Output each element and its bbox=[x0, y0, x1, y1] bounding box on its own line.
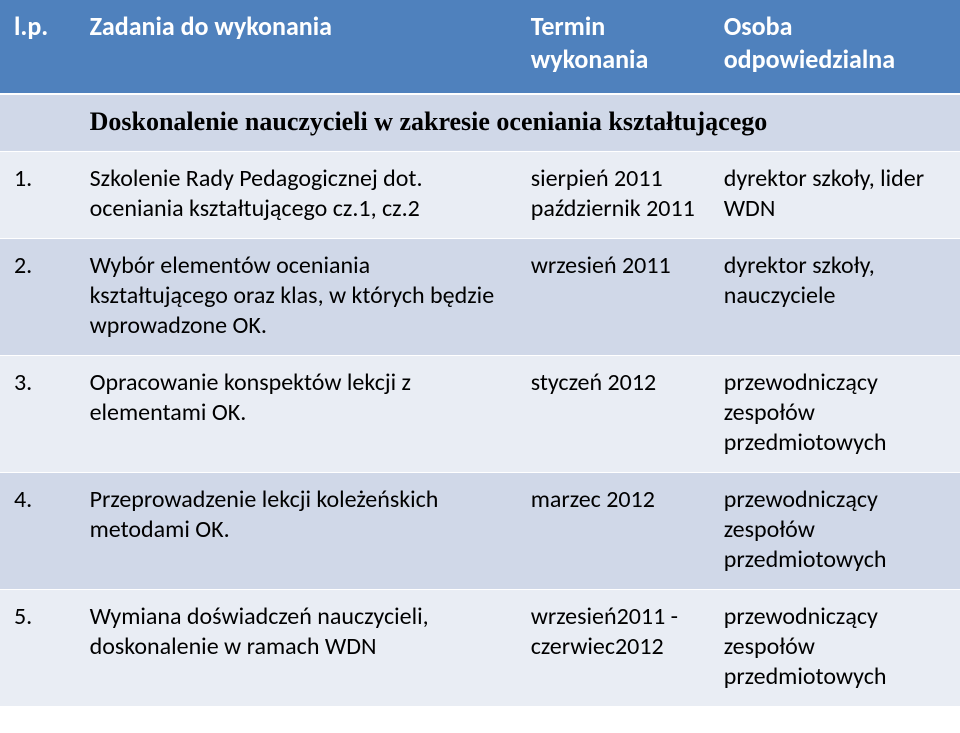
row-task: Opracowanie konspektów lekcji z elementa… bbox=[76, 356, 517, 473]
section-empty bbox=[0, 94, 76, 152]
table-row: 4. Przeprowadzenie lekcji koleżeńskich m… bbox=[0, 473, 960, 590]
header-who: Osoba odpowiedzialna bbox=[710, 0, 960, 94]
row-term: sierpień 2011 październik 2011 bbox=[517, 152, 710, 239]
row-num: 5. bbox=[0, 590, 76, 707]
section-title: Doskonalenie nauczycieli w zakresie ocen… bbox=[76, 94, 960, 152]
header-task: Zadania do wykonania bbox=[76, 0, 517, 94]
row-task: Przeprowadzenie lekcji koleżeńskich meto… bbox=[76, 473, 517, 590]
row-term: wrzesień2011 - czerwiec2012 bbox=[517, 590, 710, 707]
table-row: 5. Wymiana doświadczeń nauczycieli, dosk… bbox=[0, 590, 960, 707]
table-row: 3. Opracowanie konspektów lekcji z eleme… bbox=[0, 356, 960, 473]
header-lp: l.p. bbox=[0, 0, 76, 94]
row-term: wrzesień 2011 bbox=[517, 239, 710, 356]
row-task: Wymiana doświadczeń nauczycieli, doskona… bbox=[76, 590, 517, 707]
row-who: dyrektor szkoły, lider WDN bbox=[710, 152, 960, 239]
row-num: 2. bbox=[0, 239, 76, 356]
section-row: Doskonalenie nauczycieli w zakresie ocen… bbox=[0, 94, 960, 152]
row-term: marzec 2012 bbox=[517, 473, 710, 590]
plan-table: l.p. Zadania do wykonania Termin wykonan… bbox=[0, 0, 960, 707]
row-task: Wybór elementów oceniania kształtującego… bbox=[76, 239, 517, 356]
row-num: 4. bbox=[0, 473, 76, 590]
table-row: 1. Szkolenie Rady Pedagogicznej dot. oce… bbox=[0, 152, 960, 239]
table-row: 2. Wybór elementów oceniania kształtując… bbox=[0, 239, 960, 356]
row-num: 3. bbox=[0, 356, 76, 473]
row-who: przewodniczący zespołów przedmiotowych bbox=[710, 473, 960, 590]
header-term: Termin wykonania bbox=[517, 0, 710, 94]
row-who: dyrektor szkoły, nauczyciele bbox=[710, 239, 960, 356]
row-task: Szkolenie Rady Pedagogicznej dot. ocenia… bbox=[76, 152, 517, 239]
header-row: l.p. Zadania do wykonania Termin wykonan… bbox=[0, 0, 960, 94]
row-who: przewodniczący zespołów przedmiotowych bbox=[710, 356, 960, 473]
row-who: przewodniczący zespołów przedmiotowych bbox=[710, 590, 960, 707]
row-term: styczeń 2012 bbox=[517, 356, 710, 473]
page: l.p. Zadania do wykonania Termin wykonan… bbox=[0, 0, 960, 733]
row-num: 1. bbox=[0, 152, 76, 239]
